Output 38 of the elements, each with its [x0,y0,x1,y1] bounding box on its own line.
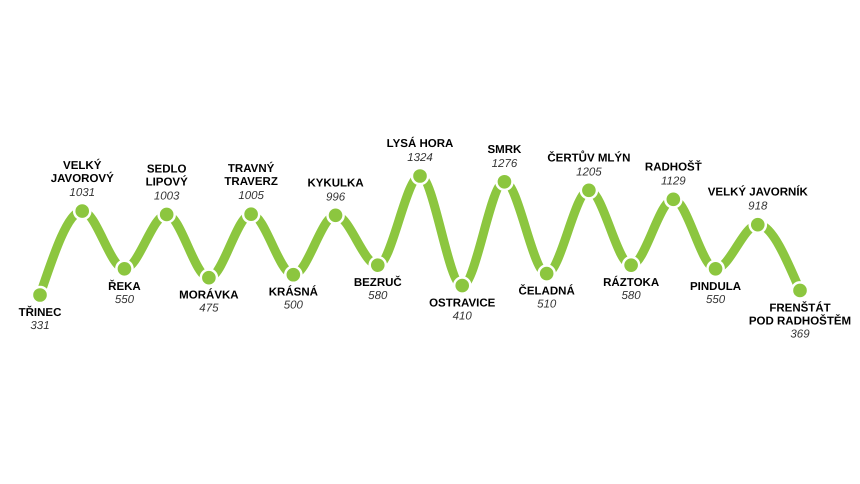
data-label: 500 [284,300,304,312]
data-label: 550 [114,294,135,306]
x-tick-label: RADHOŠŤ [644,159,702,174]
x-tick-label: OSTRAVICE [429,298,496,310]
data-label: 410 [452,310,472,323]
x-tick-label: SEDLO LIPOVÝ [146,163,188,188]
data-label: 996 [326,191,346,204]
x-tick-label: ŘEKA [108,278,141,293]
data-label: 510 [537,298,557,311]
x-tick-label: FRENŠTÁT POD RADHOŠTĚM [748,300,852,328]
x-tick-label: KYKULKA [307,177,364,190]
data-label: 475 [199,302,220,315]
data-label: 369 [790,328,810,340]
x-tick-label: MORÁVKA [179,288,239,302]
data-label: 1005 [238,190,264,202]
data-label: 331 [30,320,50,332]
data-label: 1276 [492,158,518,170]
x-tick-label: TŘINEC [18,305,62,319]
data-label: 918 [748,200,768,213]
data-label: 1324 [407,152,433,164]
x-tick-label: LYSÁ HORA [386,136,454,150]
data-label: 1003 [154,190,180,202]
x-tick-label: SMRK [488,144,522,156]
x-tick-label: KRÁSNÁ [268,284,318,299]
data-label: 580 [368,290,388,302]
data-label: 580 [622,290,642,302]
data-label: 1129 [660,175,686,188]
x-tick-label: TRAVNÝ TRAVERZ [224,161,278,188]
data-label: 550 [706,294,726,306]
x-tick-label: ČERTŮV MLÝN [547,149,630,164]
x-tick-label: BEZRUČ [354,275,402,290]
x-tick-label: PINDULA [690,280,742,293]
x-tick-label: RÁZTOKA [603,275,660,290]
x-tick-label: VELKÝ JAVORNÍK [708,184,809,199]
data-label: 1031 [69,187,96,200]
x-tick-label: VELKÝ JAVOROVÝ [50,158,114,186]
x-tick-label: ČELADNÁ [518,284,575,298]
data-label: 1205 [576,166,602,178]
